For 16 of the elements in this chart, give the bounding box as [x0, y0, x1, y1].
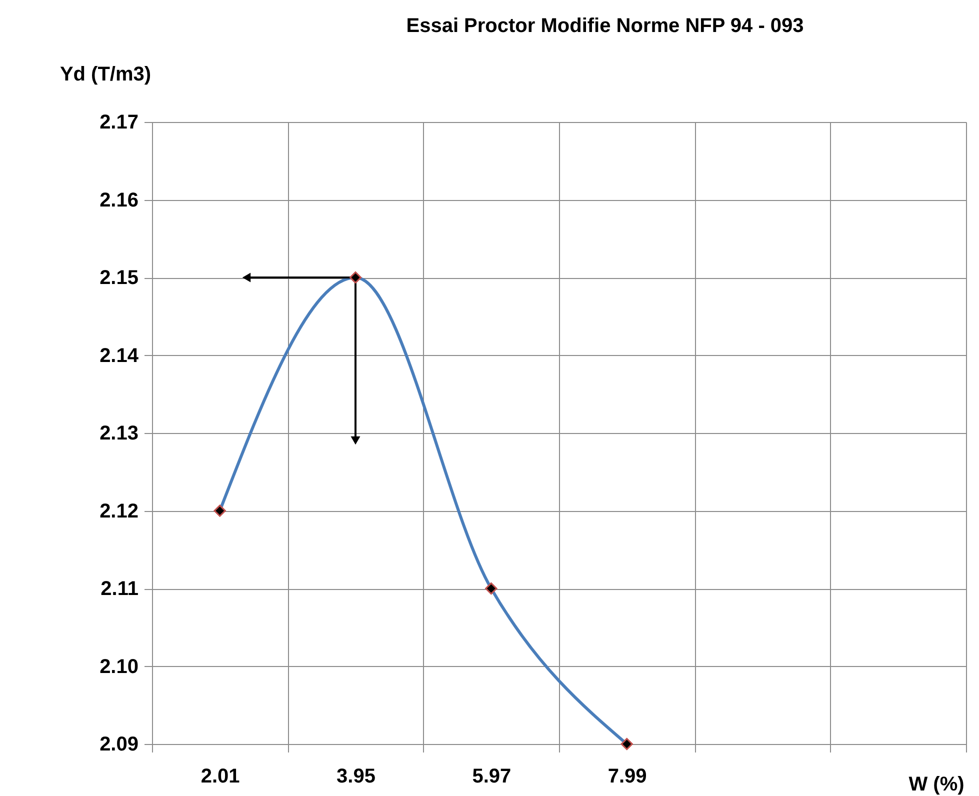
x-tick-label: 2.01: [200, 766, 240, 788]
y-tick-label: 2.09: [100, 734, 138, 756]
y-tick-label: 2.12: [100, 500, 138, 522]
y-axis-title: Yd (T/m3): [60, 64, 152, 86]
y-tick-label: 2.17: [100, 112, 138, 134]
y-tick-label: 2.13: [100, 422, 138, 444]
y-tick-label: 2.10: [100, 656, 138, 678]
chart-title: Essai Proctor Modifie Norme NFP 94 - 093: [406, 15, 804, 37]
x-tick-label: 3.95: [336, 766, 376, 788]
x-tick-label: 5.97: [472, 766, 512, 788]
y-tick-label: 2.16: [100, 189, 138, 212]
y-tick-label: 2.14: [100, 344, 140, 367]
y-tick-label: 2.15: [100, 267, 138, 289]
x-axis-title: W (%): [908, 774, 964, 796]
y-tick-label: 2.11: [100, 578, 138, 600]
x-tick-label: 7.99: [608, 766, 647, 788]
